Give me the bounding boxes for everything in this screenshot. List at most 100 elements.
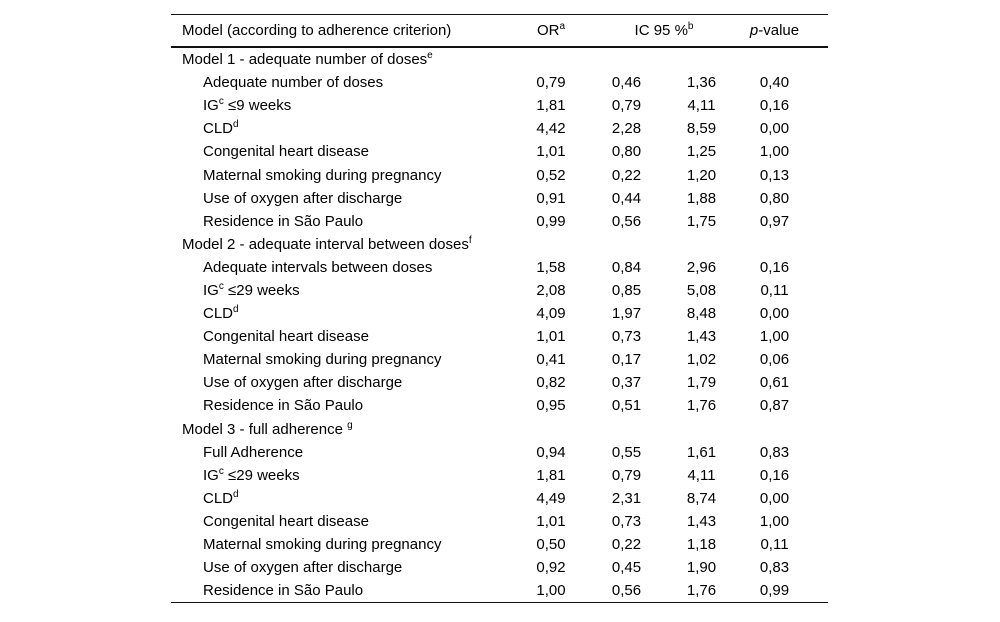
- adherence-models-table: Model (according to adherence criterion)…: [171, 14, 829, 604]
- table-row: CLDd 4,09 1,97 8,48 0,00: [171, 302, 828, 325]
- row-label: Adequate number of doses: [171, 71, 513, 94]
- ic-low-value: 0,46: [611, 74, 642, 92]
- or-column-header: ORa: [513, 14, 589, 48]
- row-label: Adequate intervals between doses: [171, 256, 513, 279]
- section-header-row: Model 1 - adequate number of dosese: [171, 47, 828, 71]
- section-header-row: Model 3 - full adherence g: [171, 418, 828, 441]
- section-title: Model 1 - adequate number of dosese: [171, 47, 828, 71]
- row-label: Full Adherence: [171, 441, 513, 464]
- row-label-text: IG: [203, 281, 219, 299]
- table-row: Congenital heart disease 1,01 0,73 1,43 1,00: [171, 325, 828, 348]
- ic-high-value: 1,76: [686, 397, 717, 415]
- row-label-superscript: c: [218, 465, 224, 477]
- or-value: 0,94: [536, 443, 566, 461]
- p-value: 0,16: [759, 258, 790, 276]
- table-row: CLDd 4,42 2,28 8,59 0,00: [171, 117, 828, 140]
- ic-low-value: 0,79: [611, 97, 642, 115]
- table-row: Use of oxygen after discharge 0,91 0,44 1,8…: [171, 187, 828, 210]
- ic-low-value: 0,22: [611, 166, 642, 184]
- table-row: Residence in São Paulo 0,95 0,51 1,76 0,87: [171, 394, 828, 417]
- table-row: Maternal smoking during pregnancy 0,41 0,1…: [171, 348, 828, 371]
- ic-low-value: 0,73: [611, 512, 642, 530]
- ic-low-value: 0,17: [611, 351, 642, 369]
- row-label-text: Residence in São Paulo: [203, 212, 364, 230]
- row-label-superscript: d: [233, 488, 239, 500]
- row-label: Residence in São Paulo: [171, 394, 513, 417]
- table-row: Congenital heart disease 1,01 0,80 1,25 1,00: [171, 140, 828, 163]
- p-value: 0,00: [759, 120, 790, 138]
- p-value: 0,11: [760, 536, 789, 554]
- ic-high-value: 1,61: [686, 443, 717, 461]
- table-row: Use of oxygen after discharge 0,82 0,37 1,7…: [171, 371, 828, 394]
- table-body: Model 1 - adequate number of dosese Adequ…: [171, 47, 828, 603]
- ic-low-value: 0,44: [611, 189, 642, 207]
- section-title-superscript: e: [427, 50, 433, 62]
- ic-low-value: 0,45: [611, 559, 642, 577]
- p-value: 0,00: [759, 305, 790, 323]
- model-column-header: Model (according to adherence criterion): [171, 14, 513, 48]
- p-value: 1,00: [759, 328, 790, 346]
- section-title-superscript: f: [468, 234, 472, 246]
- p-value: 0,83: [759, 559, 790, 577]
- ic-low-value: 2,28: [611, 120, 642, 138]
- or-value: 1,00: [536, 582, 566, 600]
- ic-low-value: 0,79: [611, 466, 642, 484]
- ic-high-value: 1,76: [686, 582, 717, 600]
- row-label-text: CLD: [203, 120, 234, 138]
- p-value: 0,06: [759, 351, 790, 369]
- ic-low-value: 0,56: [611, 582, 642, 600]
- p-value: 0,87: [759, 397, 790, 415]
- table-row: Congenital heart disease 1,01 0,73 1,43 1,00: [171, 510, 828, 533]
- ic-low-value: 1,97: [611, 305, 642, 323]
- row-label-text: Congenital heart disease: [203, 512, 369, 530]
- table-row: Adequate intervals between doses 1,58 0,84…: [171, 256, 828, 279]
- ic-high-value: 1,90: [686, 559, 717, 577]
- ic-low-value: 0,73: [611, 328, 642, 346]
- row-label-text: Use of oxygen after discharge: [203, 559, 403, 577]
- ic-high-value: 1,75: [686, 212, 717, 230]
- row-label-text: Maternal smoking during pregnancy: [203, 536, 442, 554]
- ic-high-value: 1,43: [686, 512, 717, 530]
- ic-high-value: 1,36: [686, 74, 717, 92]
- ic-high-value: 8,48: [686, 305, 717, 323]
- ic-low-value: 0,80: [611, 143, 642, 161]
- or-value: 0,91: [536, 189, 566, 207]
- or-value: 0,82: [536, 374, 566, 392]
- row-label: IGc ≤29 weeks: [171, 279, 513, 302]
- ic-high-value: 4,11: [687, 466, 716, 484]
- section-title: Model 3 - full adherence g: [171, 418, 828, 441]
- row-label-text: Full Adherence: [203, 443, 304, 461]
- row-label-superscript: d: [233, 119, 239, 131]
- ic-high-value: 1,79: [686, 374, 717, 392]
- row-label-text: Adequate number of doses: [203, 74, 384, 92]
- row-label-text: Use of oxygen after discharge: [203, 189, 403, 207]
- table-row: IGc ≤29 weeks 1,81 0,79 4,11 0,16: [171, 464, 828, 487]
- ic-high-value: 8,74: [686, 489, 717, 507]
- table-row: Adequate number of doses 0,79 0,46 1,36 0,40: [171, 71, 828, 94]
- row-label-text: IG: [203, 97, 219, 115]
- row-label: Congenital heart disease: [171, 510, 513, 533]
- p-value-column-header: p-value: [739, 14, 829, 48]
- row-label-text: CLD: [203, 489, 234, 507]
- or-value: 1,81: [536, 97, 566, 115]
- row-label: CLDd: [171, 302, 513, 325]
- table-row: Residence in São Paulo 1,00 0,56 1,76 0,99: [171, 579, 828, 603]
- ic-high-value: 1,43: [686, 328, 717, 346]
- row-label: CLDd: [171, 487, 513, 510]
- table-row: Residence in São Paulo 0,99 0,56 1,75 0,97: [171, 210, 828, 233]
- row-label-rest: ≤29 weeks: [223, 466, 300, 484]
- p-value: 0,61: [759, 374, 790, 392]
- p-value: 0,00: [759, 489, 790, 507]
- p-value: 1,00: [759, 143, 790, 161]
- section-title-text: Model 1 - adequate number of doses: [182, 51, 428, 69]
- row-label-text: Residence in São Paulo: [203, 397, 364, 415]
- table-row: Full Adherence 0,94 0,55 1,61 0,83: [171, 441, 828, 464]
- or-value: 4,49: [536, 489, 566, 507]
- section-title-superscript: g: [347, 419, 353, 431]
- row-label-text: Use of oxygen after discharge: [203, 374, 403, 392]
- or-value: 0,99: [536, 212, 566, 230]
- or-value: 0,50: [536, 536, 566, 554]
- section-title-text: Model 2 - adequate interval between dose…: [182, 235, 469, 253]
- ic-high-value: 1,25: [686, 143, 717, 161]
